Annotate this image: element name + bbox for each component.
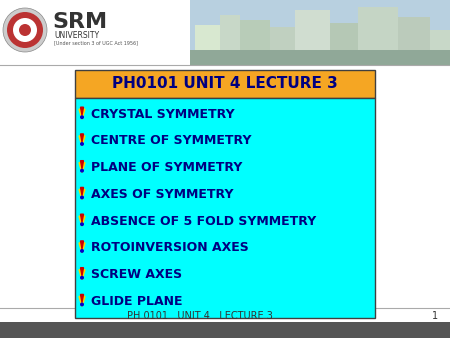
Polygon shape xyxy=(81,241,84,249)
Bar xyxy=(190,50,450,65)
Text: PLANE OF SYMMETRY: PLANE OF SYMMETRY xyxy=(91,161,243,174)
Bar xyxy=(75,70,375,98)
Circle shape xyxy=(3,8,47,52)
Polygon shape xyxy=(79,136,85,146)
Text: CRYSTAL SYMMETRY: CRYSTAL SYMMETRY xyxy=(91,108,234,121)
Bar xyxy=(0,322,450,338)
Polygon shape xyxy=(81,268,84,276)
Circle shape xyxy=(80,169,84,173)
Circle shape xyxy=(13,18,37,42)
Circle shape xyxy=(19,24,31,36)
Circle shape xyxy=(80,303,84,307)
Polygon shape xyxy=(79,270,85,280)
Bar xyxy=(358,7,398,65)
Circle shape xyxy=(80,249,84,253)
Bar xyxy=(330,23,358,65)
Text: ROTOINVERSION AXES: ROTOINVERSION AXES xyxy=(91,241,249,255)
Circle shape xyxy=(80,195,84,199)
Bar xyxy=(220,15,240,65)
Text: SRM: SRM xyxy=(52,12,107,32)
Polygon shape xyxy=(79,163,85,173)
Polygon shape xyxy=(81,161,84,169)
Text: ABSENCE OF 5 FOLD SYMMETRY: ABSENCE OF 5 FOLD SYMMETRY xyxy=(91,215,316,228)
Text: CENTRE OF SYMMETRY: CENTRE OF SYMMETRY xyxy=(91,135,252,147)
Text: GLIDE PLANE: GLIDE PLANE xyxy=(91,295,183,308)
Bar xyxy=(430,30,450,65)
Polygon shape xyxy=(81,107,84,115)
Polygon shape xyxy=(79,216,85,226)
Text: PH0101 UNIT 4 LECTURE 3: PH0101 UNIT 4 LECTURE 3 xyxy=(112,76,338,92)
Circle shape xyxy=(80,115,84,119)
Polygon shape xyxy=(79,296,85,307)
Bar xyxy=(0,0,450,65)
Circle shape xyxy=(80,276,84,280)
Text: PH 0101   UNIT 4   LECTURE 3: PH 0101 UNIT 4 LECTURE 3 xyxy=(127,311,273,321)
Circle shape xyxy=(7,12,43,48)
Text: UNIVERSITY: UNIVERSITY xyxy=(54,30,99,40)
Bar xyxy=(240,20,270,65)
Polygon shape xyxy=(81,187,84,195)
Bar xyxy=(190,0,450,65)
Text: SCREW AXES: SCREW AXES xyxy=(91,268,182,281)
Polygon shape xyxy=(81,294,84,303)
Bar xyxy=(270,27,295,65)
Bar xyxy=(195,25,220,65)
Polygon shape xyxy=(79,189,85,199)
Text: AXES OF SYMMETRY: AXES OF SYMMETRY xyxy=(91,188,234,201)
Polygon shape xyxy=(81,134,84,142)
Bar xyxy=(295,10,330,65)
Bar xyxy=(398,17,430,65)
Bar xyxy=(75,98,375,318)
Polygon shape xyxy=(79,109,85,119)
Text: [Under section 3 of UGC Act 1956]: [Under section 3 of UGC Act 1956] xyxy=(54,41,138,46)
Polygon shape xyxy=(79,243,85,253)
Text: 1: 1 xyxy=(432,311,438,321)
Circle shape xyxy=(80,222,84,226)
Circle shape xyxy=(80,142,84,146)
Polygon shape xyxy=(81,214,84,222)
